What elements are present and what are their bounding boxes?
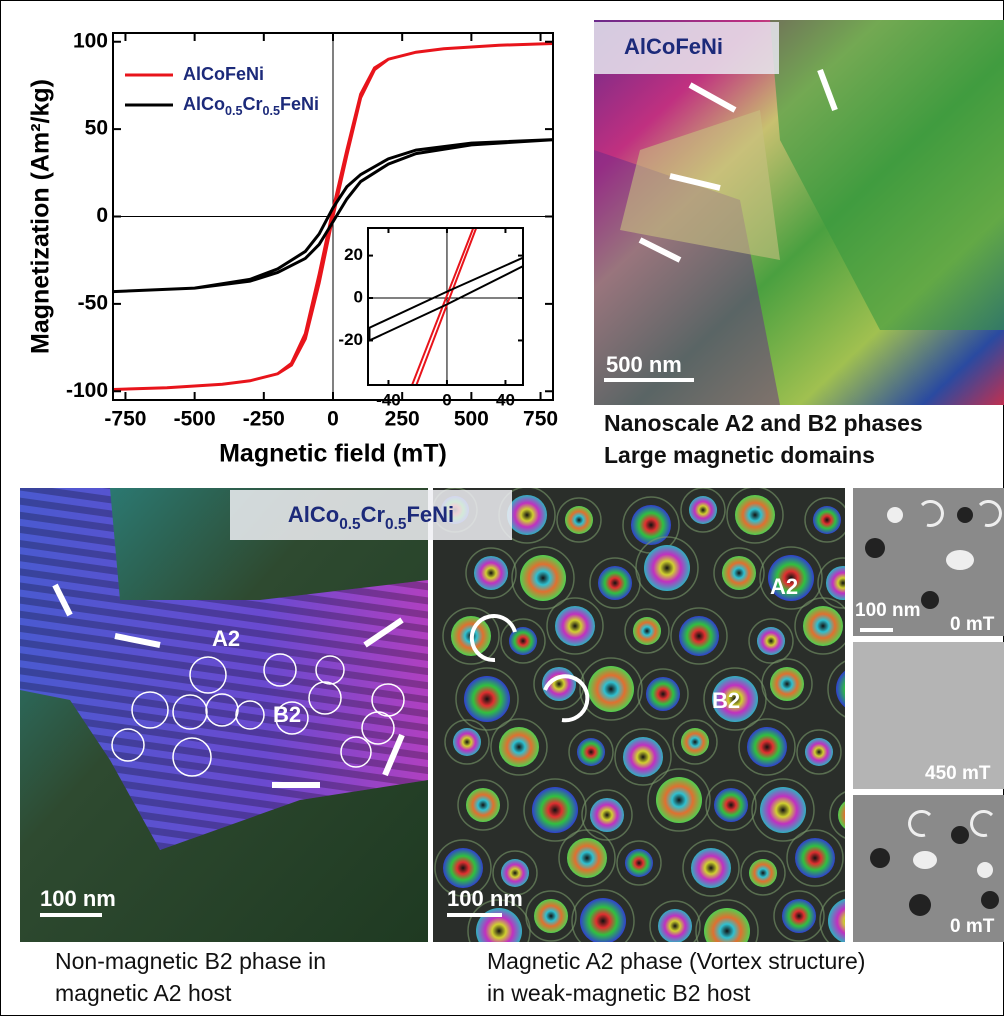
- vortex: [760, 787, 806, 833]
- vortex: [555, 606, 595, 646]
- x-tick-label: -750: [104, 407, 146, 430]
- vortex: [714, 788, 748, 822]
- vortex: [803, 606, 843, 646]
- vortex: [658, 909, 692, 943]
- phase-label: B2: [712, 688, 740, 713]
- scale-bar-label: 100 nm: [40, 886, 116, 911]
- vortex: [679, 616, 719, 656]
- vortex: [577, 738, 605, 766]
- vortex: [805, 738, 833, 766]
- vortex: [749, 859, 777, 887]
- y-tick-label: 100: [73, 29, 108, 52]
- field-label: 450 mT: [925, 763, 991, 784]
- vortex: [443, 848, 483, 888]
- phase-label: A2: [770, 574, 798, 599]
- scale-bar-label: 500 nm: [606, 352, 682, 377]
- x-tick-label: 0: [327, 407, 339, 430]
- vortex: [466, 788, 500, 822]
- stripe-domain-image: A2 B2 100 nm: [20, 488, 428, 942]
- x-tick-label: 500: [454, 407, 489, 430]
- x-tick-label: -40: [376, 391, 401, 410]
- vortex: [580, 898, 626, 944]
- y-tick-label: 0: [96, 204, 108, 227]
- vortex: [474, 556, 508, 590]
- vortex: [646, 677, 680, 711]
- vortex: [681, 728, 709, 756]
- vortex: [565, 506, 593, 534]
- field-label: 0 mT: [950, 614, 995, 635]
- y-tick-label: 0: [354, 287, 363, 306]
- vortex: [499, 727, 539, 767]
- vortex: [656, 777, 702, 823]
- vortex: [795, 838, 835, 878]
- vortex: [633, 617, 661, 645]
- vortex: [507, 495, 547, 535]
- vortex: [520, 555, 566, 601]
- vortex: [782, 899, 816, 933]
- vortex: [453, 728, 481, 756]
- vortex: [532, 787, 578, 833]
- caption: Non-magnetic B2 phase in: [55, 948, 326, 974]
- vortex: [689, 496, 717, 524]
- phase-label: B2: [273, 702, 301, 727]
- caption: magnetic A2 host: [55, 980, 232, 1006]
- vortex: [631, 505, 671, 545]
- x-tick-label: 250: [385, 407, 420, 430]
- panel-label: AlCoFeNi: [624, 34, 723, 59]
- vortex: [770, 667, 804, 701]
- vortex: [757, 627, 785, 655]
- vortex: [691, 848, 731, 888]
- vortex: [588, 666, 634, 712]
- y-tick-label: -50: [78, 291, 108, 314]
- x-tick-label: 40: [496, 391, 515, 410]
- x-tick-label: 750: [523, 407, 558, 430]
- caption: in weak-magnetic B2 host: [487, 980, 751, 1006]
- vortex: [623, 737, 663, 777]
- vortex: [590, 798, 624, 832]
- field-label: 0 mT: [950, 916, 995, 937]
- lorentz-images: 100 nm 0 mT 450 mT 0 mT: [853, 488, 1004, 942]
- phase-label: A2: [212, 626, 240, 651]
- vortex: [813, 506, 841, 534]
- x-tick-label: -250: [243, 407, 285, 430]
- y-tick-label: -100: [66, 379, 108, 402]
- vortex: [747, 727, 787, 767]
- vortex: [464, 676, 510, 722]
- scale-bar-label: 100 nm: [855, 600, 920, 621]
- vortex: [534, 899, 568, 933]
- figure: AlCoFeNi 500 nm Nanoscale A2 and B2 phas…: [0, 0, 1004, 1016]
- vortex: [735, 495, 775, 535]
- caption: Magnetic A2 phase (Vortex structure): [487, 948, 865, 974]
- y-tick-label: 50: [85, 117, 108, 140]
- x-axis-title: Magnetic field (mT): [219, 440, 447, 468]
- y-axis-title: Magnetization (Am²/kg): [27, 79, 55, 354]
- vortex: [567, 838, 607, 878]
- domain-image: AlCoFeNi 500 nm: [594, 20, 1004, 405]
- caption: Nanoscale A2 and B2 phases: [604, 410, 923, 436]
- y-tick-label: 20: [344, 245, 363, 264]
- x-tick-label: 0: [442, 391, 451, 410]
- vortex: [625, 849, 653, 877]
- caption: Large magnetic domains: [604, 442, 875, 468]
- vortex: [598, 566, 632, 600]
- scale-bar-label: 100 nm: [447, 886, 523, 911]
- vortex: [722, 556, 756, 590]
- y-tick-label: -20: [338, 330, 363, 349]
- x-tick-label: -500: [174, 407, 216, 430]
- legend-label: AlCoFeNi: [183, 64, 264, 84]
- vortex: [501, 859, 529, 887]
- vortex: [644, 545, 690, 591]
